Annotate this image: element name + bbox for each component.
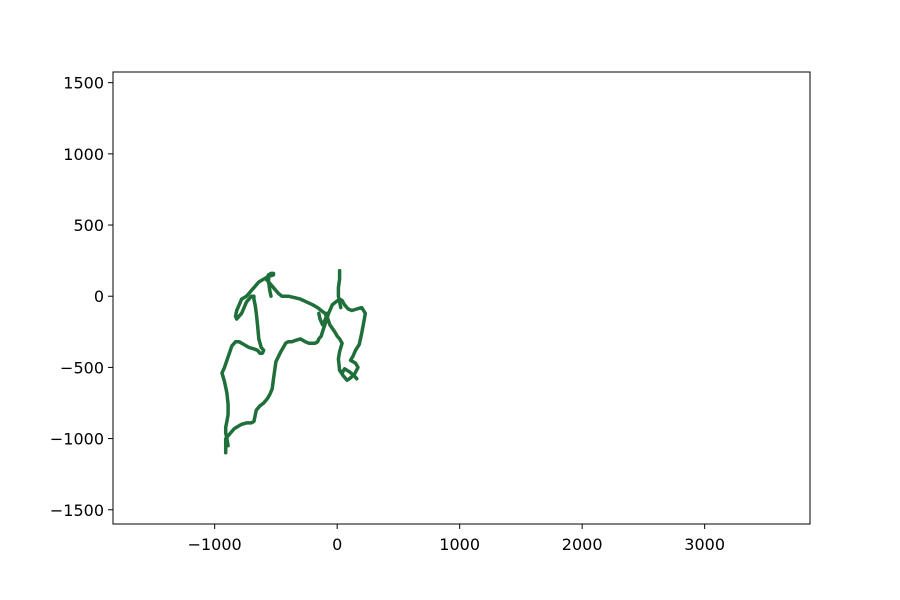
y-tick-label: −500 (60, 358, 104, 377)
x-axis: −1000 0 1000 2000 3000 (188, 524, 725, 554)
y-axis: 1500 1000 500 0 −500 −1000 −1500 (50, 74, 113, 520)
series-line-4 (337, 367, 359, 381)
axes-layer: −1000 0 1000 2000 3000 1500 1000 500 0 −500 −1000… (50, 71, 811, 554)
y-tick-label: −1000 (50, 430, 104, 449)
series-line-0 (220, 271, 368, 455)
x-tick-label: 2000 (562, 535, 603, 554)
x-tick-label: 3000 (684, 535, 725, 554)
y-tick-label: 0 (94, 287, 104, 306)
series-line-3 (317, 311, 330, 327)
series-line-2 (266, 273, 273, 298)
data-series-layer (220, 268, 368, 455)
y-tick-label: 500 (73, 216, 104, 235)
series-line-1 (336, 268, 343, 310)
x-tick-label: 0 (332, 535, 342, 554)
y-tick-label: −1500 (50, 501, 104, 520)
x-tick-label: −1000 (188, 535, 242, 554)
x-tick-label: 1000 (439, 535, 480, 554)
y-tick-label: 1500 (63, 74, 104, 93)
y-tick-label: 1000 (63, 145, 104, 164)
plot-frame (112, 71, 811, 525)
